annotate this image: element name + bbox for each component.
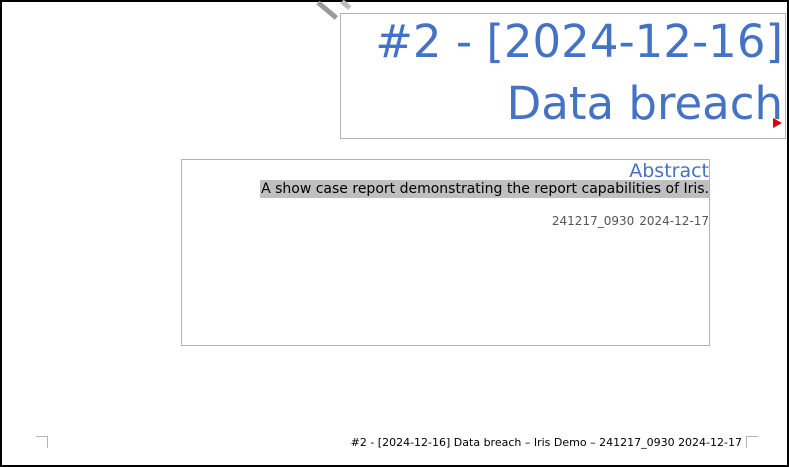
footer-corner-mark-right [746, 436, 758, 448]
abstract-heading: Abstract [629, 160, 709, 182]
page-footer: #2 - [2024-12-16] Data breach – Iris Dem… [350, 436, 742, 449]
document-title-line-2: Data breach [506, 77, 783, 130]
abstract-text-selected[interactable]: A show case report demonstrating the rep… [260, 180, 709, 198]
document-title-line-1: #2 - [2024-12-16] [375, 15, 783, 68]
report-meta-line: 241217_0930 2024-12-17 [552, 214, 709, 228]
footer-corner-mark-left [36, 436, 48, 448]
report-version: 241217_0930 [551, 214, 635, 228]
title-text-frame[interactable]: #2 - [2024-12-16] Data breach [340, 13, 786, 139]
report-date: 2024-12-17 [639, 214, 709, 228]
abstract-text-frame[interactable]: Abstract A show case report demonstratin… [181, 159, 710, 346]
text-overflow-triangle-icon[interactable] [773, 118, 782, 128]
